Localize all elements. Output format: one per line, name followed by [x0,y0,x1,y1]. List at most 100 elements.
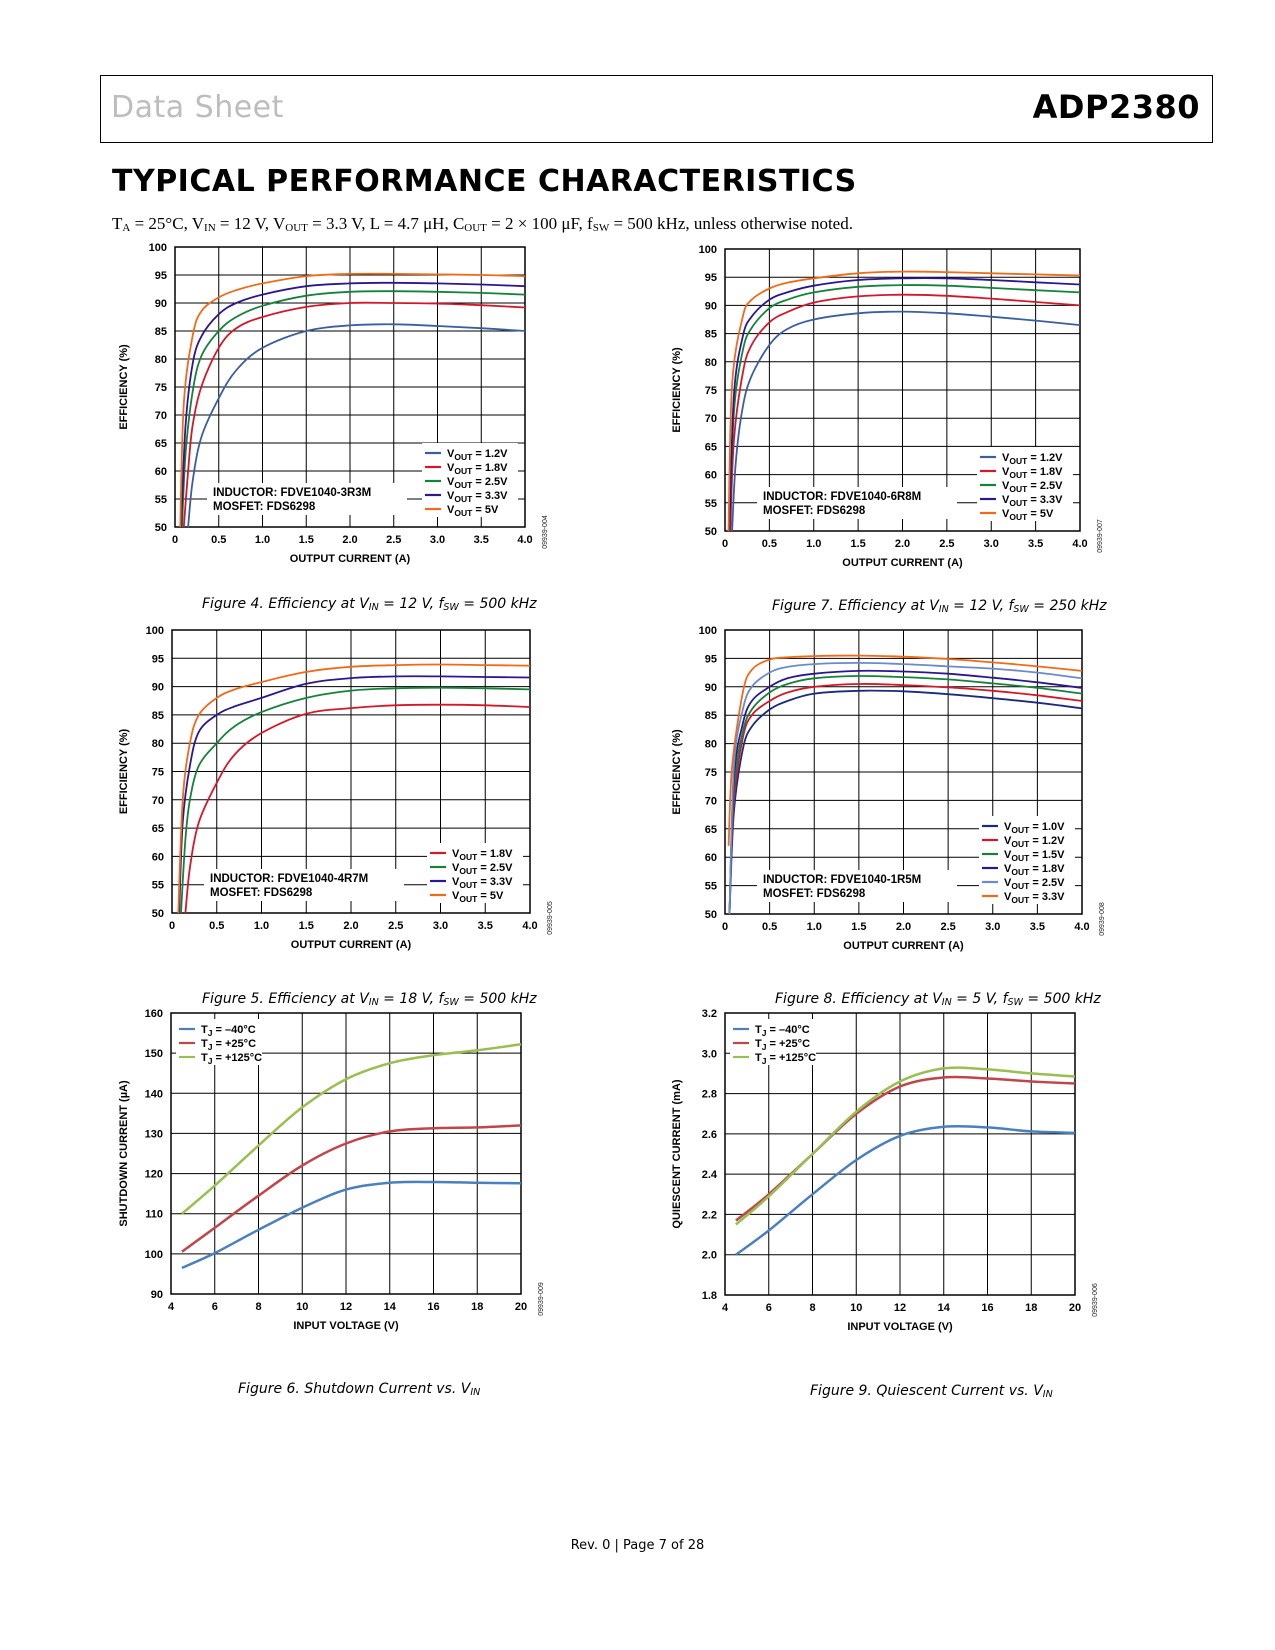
x-tick-label: 8 [809,1302,815,1314]
x-tick-label: 3.5 [474,534,489,546]
y-tick-label: 90 [705,300,717,312]
series-line [728,675,1083,915]
y-tick-label: 55 [152,880,164,892]
note-line: INDUCTOR: FDVE1040-3R3M [213,487,371,499]
note-background [204,869,404,901]
x-tick-label: 1.5 [850,538,865,550]
figure-9-chart: 4 6 8 10 12 14 16 18 20 1.8 2.0 2.2 2.4 2.6 2.8 3.0 3.2 I… [671,1008,1099,1333]
note-line: MOSFET: FDS6298 [763,505,866,517]
plot-frame [170,1012,522,1295]
x-axis-label: OUTPUT CURRENT (A) [290,553,411,565]
y-tick-label: 2.4 [702,1169,718,1181]
series-line [729,293,1081,532]
legend-entry: VOUT = 1.2V [447,448,508,462]
legend-entry: VOUT = 1.0V [1004,821,1065,835]
note-line: INDUCTOR: FDVE1040-1R5M [763,874,921,886]
legend-entry: VOUT = 1.8V [1002,466,1063,480]
series-line [181,1180,522,1270]
y-tick-label: 50 [152,908,164,920]
y-tick-label: 100 [145,1249,163,1261]
x-tick-label: 3.5 [478,920,493,932]
series-line [187,323,526,528]
y-tick-label: 2.2 [702,1209,717,1221]
y-tick-label: 70 [705,413,717,425]
plot-frame [174,246,526,528]
x-tick-label: 4.0 [522,920,537,932]
x-tick-label: 0.5 [209,920,224,932]
series-line [728,284,1081,532]
x-tick-label: 10 [296,1301,308,1313]
x-tick-label: 20 [1069,1302,1081,1314]
legend-entry: VOUT = 1.2V [1004,835,1065,849]
note-line: MOSFET: FDS6298 [213,501,316,513]
x-tick-label: 4 [722,1302,729,1314]
series-line [727,654,1083,846]
x-tick-label: 14 [938,1302,951,1314]
x-tick-label: 0 [722,921,728,933]
legend-entry: TJ = –40°C [755,1024,810,1038]
y-tick-label: 75 [705,767,717,779]
header-doc-type: Data Sheet [111,90,284,125]
y-tick-label: 65 [705,824,717,836]
y-tick-label: 90 [152,682,164,694]
x-tick-label: 2.5 [939,538,954,550]
y-tick-label: 90 [155,298,167,310]
series-line [177,663,531,914]
section-title: TYPICAL PERFORMANCE CHARACTERISTICS [112,164,857,199]
legend-background [979,816,1075,904]
y-tick-label: 75 [705,385,717,397]
x-tick-label: 0 [169,920,175,932]
y-tick-label: 100 [149,242,167,254]
x-tick-label: 2.5 [386,534,401,546]
series-line [731,310,1081,532]
figure-8-caption: Figure 8. Efficiency at VIN = 5 V, fSW =… [775,991,1101,1008]
y-axis-label: EFFICIENCY (%) [671,347,683,433]
note-line: INDUCTOR: FDVE1040-4R7M [210,873,368,885]
series-line [181,1124,522,1253]
y-tick-label: 80 [705,739,717,751]
legend-entry: VOUT = 2.5V [1004,877,1065,891]
legend-entry: VOUT = 1.8V [452,848,513,862]
x-tick-label: 3.5 [1028,538,1043,550]
x-axis-label: INPUT VOLTAGE (V) [847,1321,953,1333]
x-tick-label: 1.0 [806,538,821,550]
x-tick-label: 16 [427,1301,439,1313]
figure-code: 09939-008 [1099,902,1106,936]
x-tick-label: 2.0 [896,921,911,933]
y-tick-label: 60 [705,470,717,482]
figure-code: 09939-007 [1097,519,1104,553]
x-tick-label: 18 [1025,1302,1037,1314]
y-tick-label: 75 [155,382,167,394]
series-line [728,662,1083,915]
x-tick-label: 4.0 [1072,538,1087,550]
series-line [182,301,526,528]
y-tick-label: 140 [145,1088,163,1100]
y-tick-label: 50 [155,522,167,534]
y-tick-label: 85 [152,710,164,722]
x-tick-label: 1.0 [807,921,822,933]
y-tick-label: 65 [705,441,717,453]
page-footer: Rev. 0 | Page 7 of 28 [570,1538,705,1553]
x-tick-label: 18 [471,1301,483,1313]
x-tick-label: 8 [255,1301,261,1313]
legend-entry: VOUT = 3.3V [1004,891,1065,905]
y-tick-label: 95 [155,270,167,282]
y-tick-label: 100 [699,625,717,637]
series-line [735,1066,1076,1226]
note-line: INDUCTOR: FDVE1040-6R8M [763,491,921,503]
y-tick-label: 70 [152,795,164,807]
legend-entry: TJ = +25°C [201,1038,256,1052]
y-tick-label: 3.0 [702,1048,717,1060]
note-line: MOSFET: FDS6298 [210,887,313,899]
page-header: Data Sheet ADP2380 [100,75,1213,143]
legend-entry: VOUT = 1.2V [1002,452,1063,466]
header-part-number: ADP2380 [1032,88,1200,126]
figure-4-caption: Figure 4. Efficiency at VIN = 12 V, fSW … [202,596,537,613]
y-tick-label: 3.2 [702,1008,717,1020]
legend-entry: VOUT = 3.3V [452,876,513,890]
figure-7-caption: Figure 7. Efficiency at VIN = 12 V, fSW … [772,598,1107,615]
y-tick-label: 50 [705,526,717,538]
x-axis-label: OUTPUT CURRENT (A) [291,939,412,951]
legend-entry: VOUT = 3.3V [1002,494,1063,508]
y-tick-label: 95 [152,653,164,665]
